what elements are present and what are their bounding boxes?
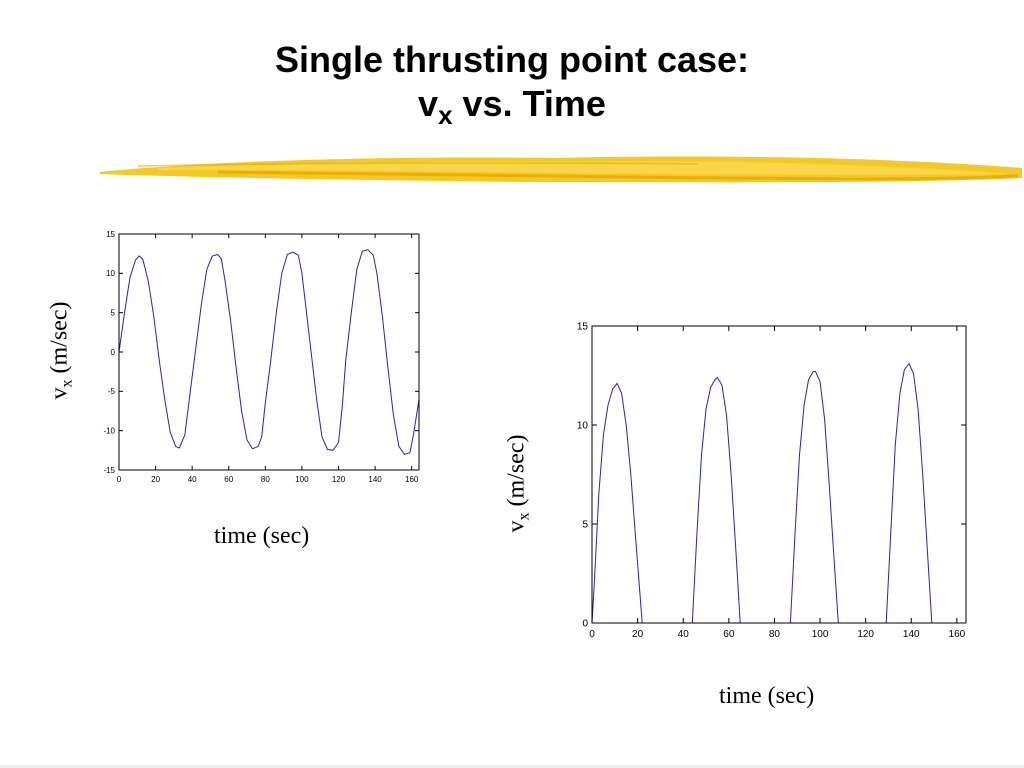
- x-tick-label: 0: [589, 629, 595, 640]
- y-tick-label: -15: [103, 466, 115, 475]
- y-tick-label: 5: [111, 308, 116, 317]
- x-tick-label: 120: [857, 629, 874, 640]
- title-rest: vs. Time: [452, 83, 606, 124]
- x-tick-label: 100: [812, 629, 829, 640]
- chart-2-ylabel: vx (m/sec): [503, 434, 533, 533]
- x-tick-label: 20: [632, 629, 644, 640]
- x-tick-label: 80: [769, 629, 781, 640]
- slide-title-line1: Single thrusting point case:: [274, 39, 750, 80]
- y-tick-label: 15: [106, 230, 115, 239]
- y-tick-label: 0: [111, 348, 116, 357]
- y-tick-label: 5: [582, 520, 588, 531]
- y-tick-label: -5: [108, 387, 116, 396]
- plot-frame: [118, 233, 420, 471]
- x-tick-label: 80: [261, 475, 270, 484]
- chart-2: 0 20 40 60 80 100 120 140 160 0 5 10 15: [577, 322, 967, 640]
- x-tick-label: 140: [368, 475, 382, 484]
- y-tick-label: 10: [106, 269, 115, 278]
- y-tick-label: 10: [577, 421, 589, 432]
- x-tick-label: 160: [949, 629, 966, 640]
- chart-1: 0 20 40 60 80 100 120 140 160 -15 -10 -5 0 5 10 15: [103, 230, 420, 484]
- x-tick-label: 40: [188, 475, 197, 484]
- slide-title: Single thrusting point case: vx vs. Time: [0, 38, 1024, 128]
- series-line-3: [789, 371, 839, 624]
- x-tick-label: 160: [405, 475, 419, 484]
- chart-1-xlabel: time (sec): [214, 523, 310, 549]
- x-tick-label: 40: [678, 629, 690, 640]
- series-line-1: [118, 249, 420, 455]
- title-var-subscript: x: [438, 100, 453, 130]
- chart-1-ylabel: vx (m/sec): [46, 301, 76, 400]
- y-tick-label: -10: [103, 426, 115, 435]
- series-line-1: [591, 382, 643, 624]
- x-tick-label: 20: [151, 475, 160, 484]
- y-tick-label: 0: [582, 619, 588, 630]
- yellow-brush-stroke: [100, 156, 1022, 183]
- x-tick-label: 60: [723, 629, 735, 640]
- x-tick-label: 120: [332, 475, 346, 484]
- x-tick-label: 0: [117, 475, 122, 484]
- y-tick-label: 15: [577, 322, 589, 333]
- series-line-4: [885, 362, 933, 624]
- chart-2-xlabel: time (sec): [719, 683, 815, 709]
- bottom-rule: [0, 765, 1024, 768]
- x-tick-label: 60: [224, 475, 233, 484]
- plot-frame: [591, 325, 967, 624]
- slide-title-line2: vx vs. Time: [0, 82, 1024, 128]
- series-line-2: [691, 376, 741, 624]
- title-var: v: [418, 83, 439, 124]
- x-tick-label: 100: [295, 475, 309, 484]
- x-tick-label: 140: [903, 629, 920, 640]
